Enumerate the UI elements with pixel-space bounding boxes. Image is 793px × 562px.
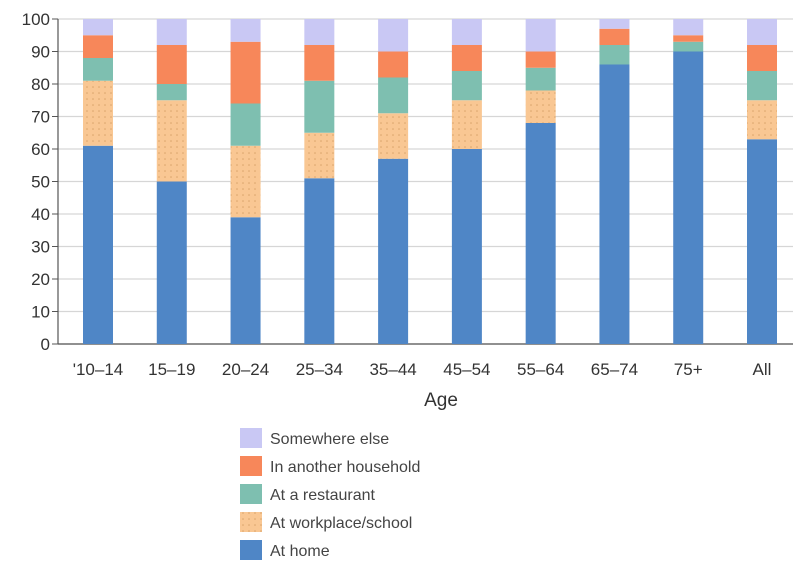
- x-axis-title: Age: [424, 390, 458, 411]
- legend: Somewhere else In another household At a r…: [240, 428, 420, 560]
- bar-segment: [599, 19, 630, 29]
- bar-segment: [673, 51, 704, 344]
- bar-segment: [747, 139, 777, 344]
- bar-segment: [304, 178, 335, 344]
- bar-segment: [525, 90, 556, 123]
- bar-segment: [599, 45, 630, 65]
- bar-segment: [156, 19, 187, 45]
- bar-segment: [673, 35, 704, 42]
- x-tick-label: 45–54: [443, 360, 490, 379]
- bar-segment: [304, 45, 335, 81]
- bar-segment: [673, 41, 704, 52]
- y-axis-labels: 0 10 20 30 40 50 60 70 80 90 100: [22, 10, 50, 354]
- y-tick-label: 0: [41, 335, 50, 354]
- legend-swatch: [240, 540, 262, 560]
- bar-segment: [230, 41, 261, 104]
- bars: [83, 19, 777, 344]
- x-tick-label: '10–14: [73, 360, 124, 379]
- bar-segment: [525, 51, 556, 68]
- x-axis-labels: '10–14 15–19 20–24 25–34 35–44 45–54 55–64 65–7…: [73, 360, 772, 379]
- x-tick-label: 35–44: [369, 360, 416, 379]
- bar-segment: [83, 35, 113, 58]
- bar-segment: [156, 181, 187, 344]
- bar-segment: [747, 19, 777, 45]
- bar-segment: [304, 132, 335, 179]
- bar-segment: [230, 145, 261, 218]
- bar-segment: [83, 19, 113, 36]
- x-tick-label: 15–19: [148, 360, 195, 379]
- bar-segment: [83, 58, 113, 81]
- x-tick-label: All: [753, 360, 772, 379]
- bar-segment: [156, 100, 187, 182]
- bar-segment: [378, 51, 409, 78]
- bar-segment: [83, 145, 113, 344]
- bar-segment: [230, 19, 261, 42]
- legend-swatch: [240, 484, 262, 504]
- legend-label: At home: [270, 543, 330, 560]
- bar-segment: [378, 77, 409, 114]
- y-tick-label: 50: [31, 173, 50, 192]
- bar-segment: [673, 19, 704, 36]
- y-tick-label: 30: [31, 238, 50, 257]
- bar-segment: [451, 100, 482, 149]
- bar-segment: [378, 113, 409, 159]
- y-tick-label: 100: [22, 10, 50, 29]
- y-tick-label: 70: [31, 108, 50, 127]
- bar-segment: [304, 19, 335, 45]
- legend-label: Somewhere else: [270, 431, 389, 448]
- bar-segment: [156, 45, 187, 84]
- x-tick-label: 55–64: [517, 360, 564, 379]
- y-tick-label: 80: [31, 75, 50, 94]
- bar-segment: [747, 45, 777, 71]
- bar-segment: [451, 19, 482, 45]
- y-tick-label: 40: [31, 205, 50, 224]
- x-tick-label: 20–24: [222, 360, 269, 379]
- bar-segment: [230, 103, 261, 146]
- bar-segment: [747, 71, 777, 101]
- legend-swatch: [240, 456, 262, 476]
- bar-segment: [378, 158, 409, 344]
- bar-segment: [599, 64, 630, 344]
- bar-segment: [451, 45, 482, 71]
- y-tick-label: 60: [31, 140, 50, 159]
- y-tick-label: 20: [31, 270, 50, 289]
- legend-label: In another household: [270, 459, 420, 476]
- bar-segment: [525, 19, 556, 52]
- legend-swatch: [240, 428, 262, 448]
- bar-segment: [83, 80, 113, 146]
- legend-swatch: [240, 512, 262, 532]
- x-tick-label: 25–34: [296, 360, 343, 379]
- bar-segment: [525, 67, 556, 91]
- bar-segment: [230, 217, 261, 344]
- x-tick-label: 75+: [674, 360, 703, 379]
- bar-segment: [156, 84, 187, 101]
- bar-segment: [525, 123, 556, 344]
- bar-segment: [747, 100, 777, 140]
- bar-segment: [599, 28, 630, 45]
- bar-segment: [451, 71, 482, 101]
- bar-segment: [378, 19, 409, 52]
- bar-segment: [451, 149, 482, 344]
- legend-label: At workplace/school: [270, 515, 412, 532]
- y-tick-label: 90: [31, 43, 50, 62]
- bar-segment: [304, 80, 335, 133]
- x-tick-label: 65–74: [591, 360, 638, 379]
- y-tick-label: 10: [31, 303, 50, 322]
- legend-label: At a restaurant: [270, 487, 376, 504]
